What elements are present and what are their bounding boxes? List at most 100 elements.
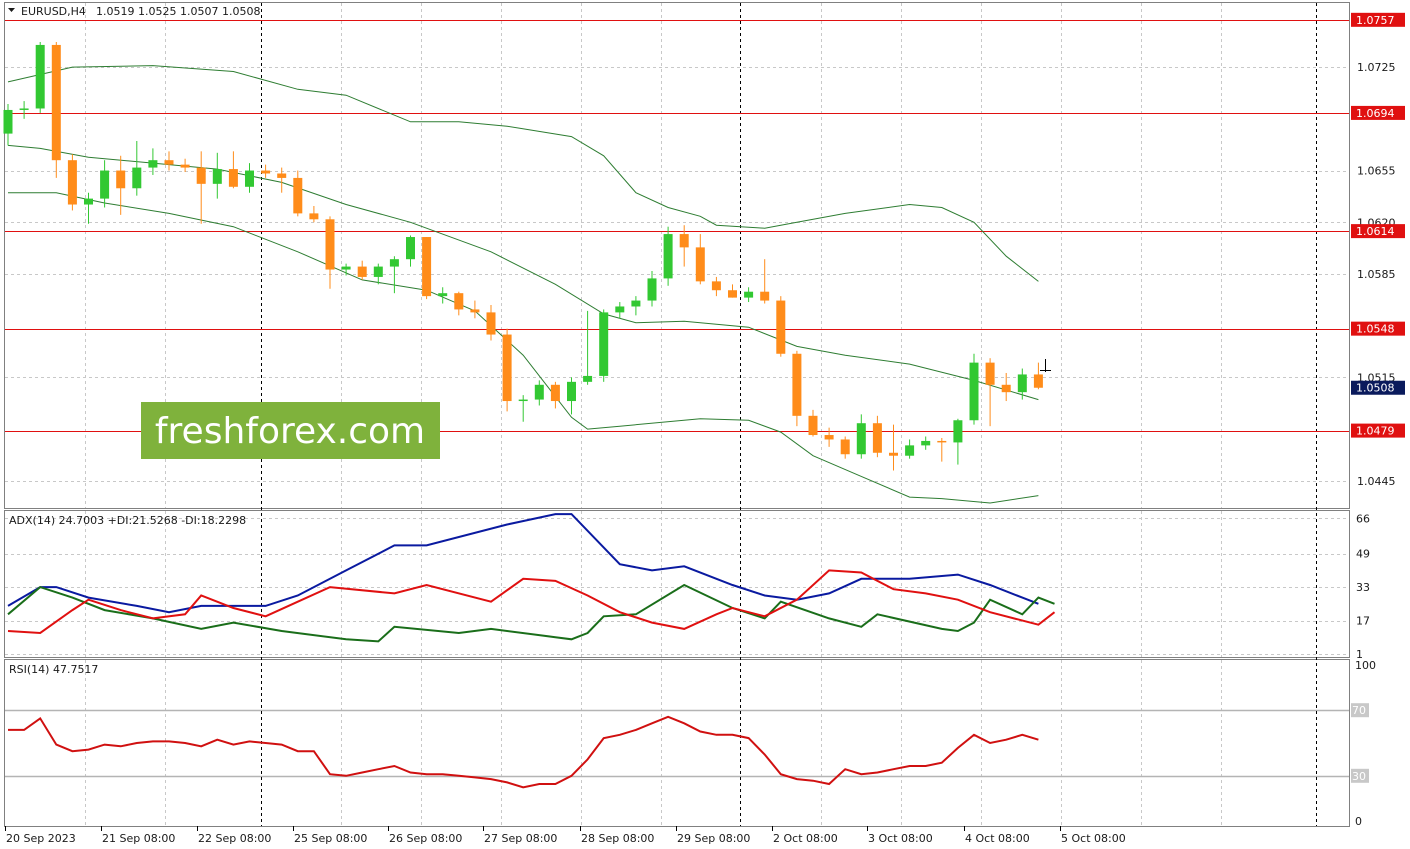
candle (100, 160, 110, 208)
candle (808, 409, 818, 437)
candle (164, 151, 174, 171)
candle-body (872, 423, 882, 453)
candle (953, 418, 963, 465)
candle-body (824, 435, 834, 440)
adx-series-line (7, 513, 1039, 614)
watermark-text: freshforex.com (155, 411, 425, 452)
candle-body (728, 290, 737, 298)
adx-panel-frame (4, 510, 1350, 658)
candle-body (277, 173, 287, 178)
grid (5, 3, 1349, 826)
candle (679, 225, 689, 267)
level-label: 1.0479 (1356, 425, 1395, 438)
candle (792, 350, 802, 427)
candle-body (631, 300, 641, 307)
candle-body (35, 44, 45, 109)
candle-body (438, 293, 448, 297)
candle-body (1017, 374, 1027, 393)
candle-body (921, 440, 931, 446)
candle (309, 206, 319, 223)
level-label-bg (1351, 321, 1405, 336)
candle-body (969, 362, 979, 421)
candle-body (373, 266, 383, 277)
candle-body (599, 312, 609, 376)
candle-body (744, 291, 754, 298)
adx-lines (7, 513, 1056, 643)
candle (261, 164, 271, 178)
level-label: 1.0694 (1356, 107, 1395, 120)
candle-body (502, 334, 512, 402)
candle-body (84, 198, 93, 205)
candle (1033, 362, 1043, 390)
price-tick-label: 1.0655 (1357, 165, 1396, 178)
adx-tick-label: 1 (1356, 648, 1363, 661)
candle (454, 291, 464, 316)
candle (550, 381, 560, 409)
candle (969, 353, 979, 425)
level-label-bg (1351, 423, 1405, 438)
candle (245, 163, 254, 193)
candle-body (518, 399, 528, 402)
adx-series-line (7, 583, 1055, 643)
candle (744, 287, 754, 303)
candle (534, 380, 544, 406)
candle-body (567, 381, 576, 402)
candle (84, 192, 93, 224)
candle-body (309, 213, 319, 220)
price-axis: 1.07251.06551.06201.05851.05151.04451.07… (1351, 12, 1405, 828)
candle (1001, 372, 1011, 402)
time-label: 27 Sep 08:00 (484, 832, 557, 845)
candle (567, 377, 576, 415)
candle-body (389, 259, 399, 267)
candle (776, 296, 786, 357)
candle-body (293, 177, 303, 214)
watermark-bg (141, 402, 440, 459)
rsi-tick-label: 70 (1352, 704, 1366, 717)
candle-body (406, 237, 415, 260)
candle (422, 237, 432, 300)
candle-body (325, 219, 335, 270)
candle (35, 41, 45, 113)
candle-body (486, 312, 496, 335)
time-axis: 20 Sep 2023 21 Sep 08:00 22 Sep 08:00 25 Se… (5, 826, 1126, 845)
time-label: 4 Oct 08:00 (965, 832, 1030, 845)
rsi-level-tag (1351, 703, 1369, 718)
dropdown-triangle-icon[interactable] (8, 8, 15, 12)
symbol-header[interactable]: EURUSD,H4 1.0519 1.0525 1.0507 1.0508 (8, 5, 260, 18)
candle (325, 216, 335, 289)
candle (19, 101, 29, 119)
candle-body (228, 169, 238, 187)
candle (663, 226, 673, 286)
candle-body (647, 278, 657, 301)
candle-body (856, 423, 866, 455)
level-label-bg (1351, 12, 1405, 27)
candle-body (711, 281, 721, 291)
price-tick-label: 1.0445 (1357, 475, 1396, 488)
rsi-series-line (8, 715, 1039, 789)
candle (51, 41, 61, 178)
candle (180, 158, 190, 173)
candle-body (148, 160, 158, 168)
time-label: 22 Sep 08:00 (198, 832, 271, 845)
candle-body (132, 167, 142, 189)
rsi-tick-label: 100 (1355, 659, 1376, 672)
price-tick-label: 1.0585 (1357, 268, 1396, 281)
candle-body (889, 452, 898, 456)
rsi-level-tag (1351, 768, 1369, 783)
rsi-tick-label: 0 (1355, 815, 1362, 828)
current-price-bg (1351, 380, 1405, 395)
candle (277, 167, 287, 193)
candle-body (1001, 384, 1011, 393)
time-label: 2 Oct 08:00 (773, 832, 838, 845)
candle (631, 296, 641, 316)
symbol-label: EURUSD,H4 (21, 5, 86, 18)
time-label: 3 Oct 08:00 (868, 832, 933, 845)
candle (921, 436, 931, 450)
price-tick-label: 1.0725 (1357, 61, 1396, 74)
candle (148, 148, 158, 175)
candle-body (100, 170, 110, 199)
candle (389, 256, 399, 294)
time-label: 20 Sep 2023 (6, 832, 76, 845)
candle (583, 310, 593, 385)
candle-body (953, 420, 963, 443)
